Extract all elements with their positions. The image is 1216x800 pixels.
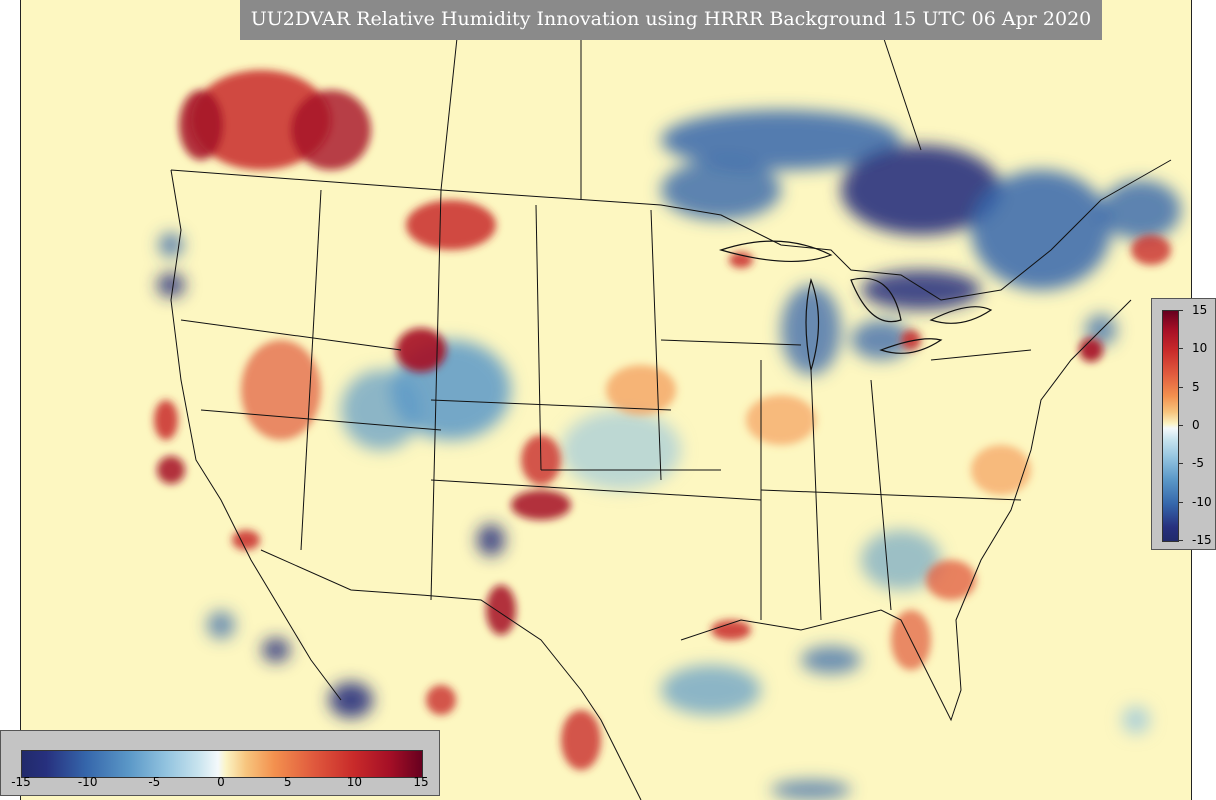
map-title: UU2DVAR Relative Humidity Innovation usi… (240, 0, 1102, 40)
horizontal-colorbar-tick-label: -5 (148, 775, 161, 789)
horizontal-colorbar-gradient (21, 750, 423, 778)
vertical-colorbar-tick-label: 15 (1192, 303, 1208, 317)
vertical-colorbar-tick-label: 0 (1192, 418, 1200, 432)
vertical-colorbar-tick-label: -5 (1192, 456, 1204, 471)
great-lakes (718, 240, 993, 371)
map-canvas (154, 0, 1181, 800)
horizontal-colorbar-tick-label: 0 (217, 775, 225, 789)
vertical-colorbar-tick-mark (1179, 348, 1183, 350)
humidity-innovation-map (20, 0, 1192, 800)
vertical-colorbar-tick-label: -10 (1192, 494, 1212, 509)
vertical-colorbar-tick-label: 5 (1192, 379, 1200, 394)
vertical-colorbar-tick-mark (1179, 310, 1183, 311)
vertical-colorbar-tick-mark (1179, 463, 1183, 465)
vertical-colorbar-tick-label: -15 (1192, 533, 1212, 547)
vertical-colorbar: 15 10 5 0 -5 -10 -15 (1151, 298, 1216, 550)
horizontal-colorbar-tick-label: -10 (77, 775, 98, 789)
horizontal-colorbar-tick-label: -15 (11, 775, 31, 789)
negative-innovation-regions (157, 110, 1181, 800)
vertical-colorbar-tick-mark (1179, 386, 1183, 388)
vertical-colorbar-tick-mark (1179, 501, 1183, 503)
horizontal-colorbar-tick-label: 10 (346, 775, 362, 789)
vertical-colorbar-tick-label: 10 (1192, 341, 1208, 356)
horizontal-colorbar-tick-label: 15 (413, 775, 429, 789)
vertical-colorbar-gradient (1162, 310, 1179, 542)
horizontal-colorbar-tick-label: 5 (283, 775, 292, 789)
horizontal-colorbar: -15 -10 -5 0 5 10 15 (0, 730, 440, 796)
vertical-colorbar-tick-mark (1179, 425, 1183, 426)
vertical-colorbar-tick-mark (1179, 540, 1183, 541)
